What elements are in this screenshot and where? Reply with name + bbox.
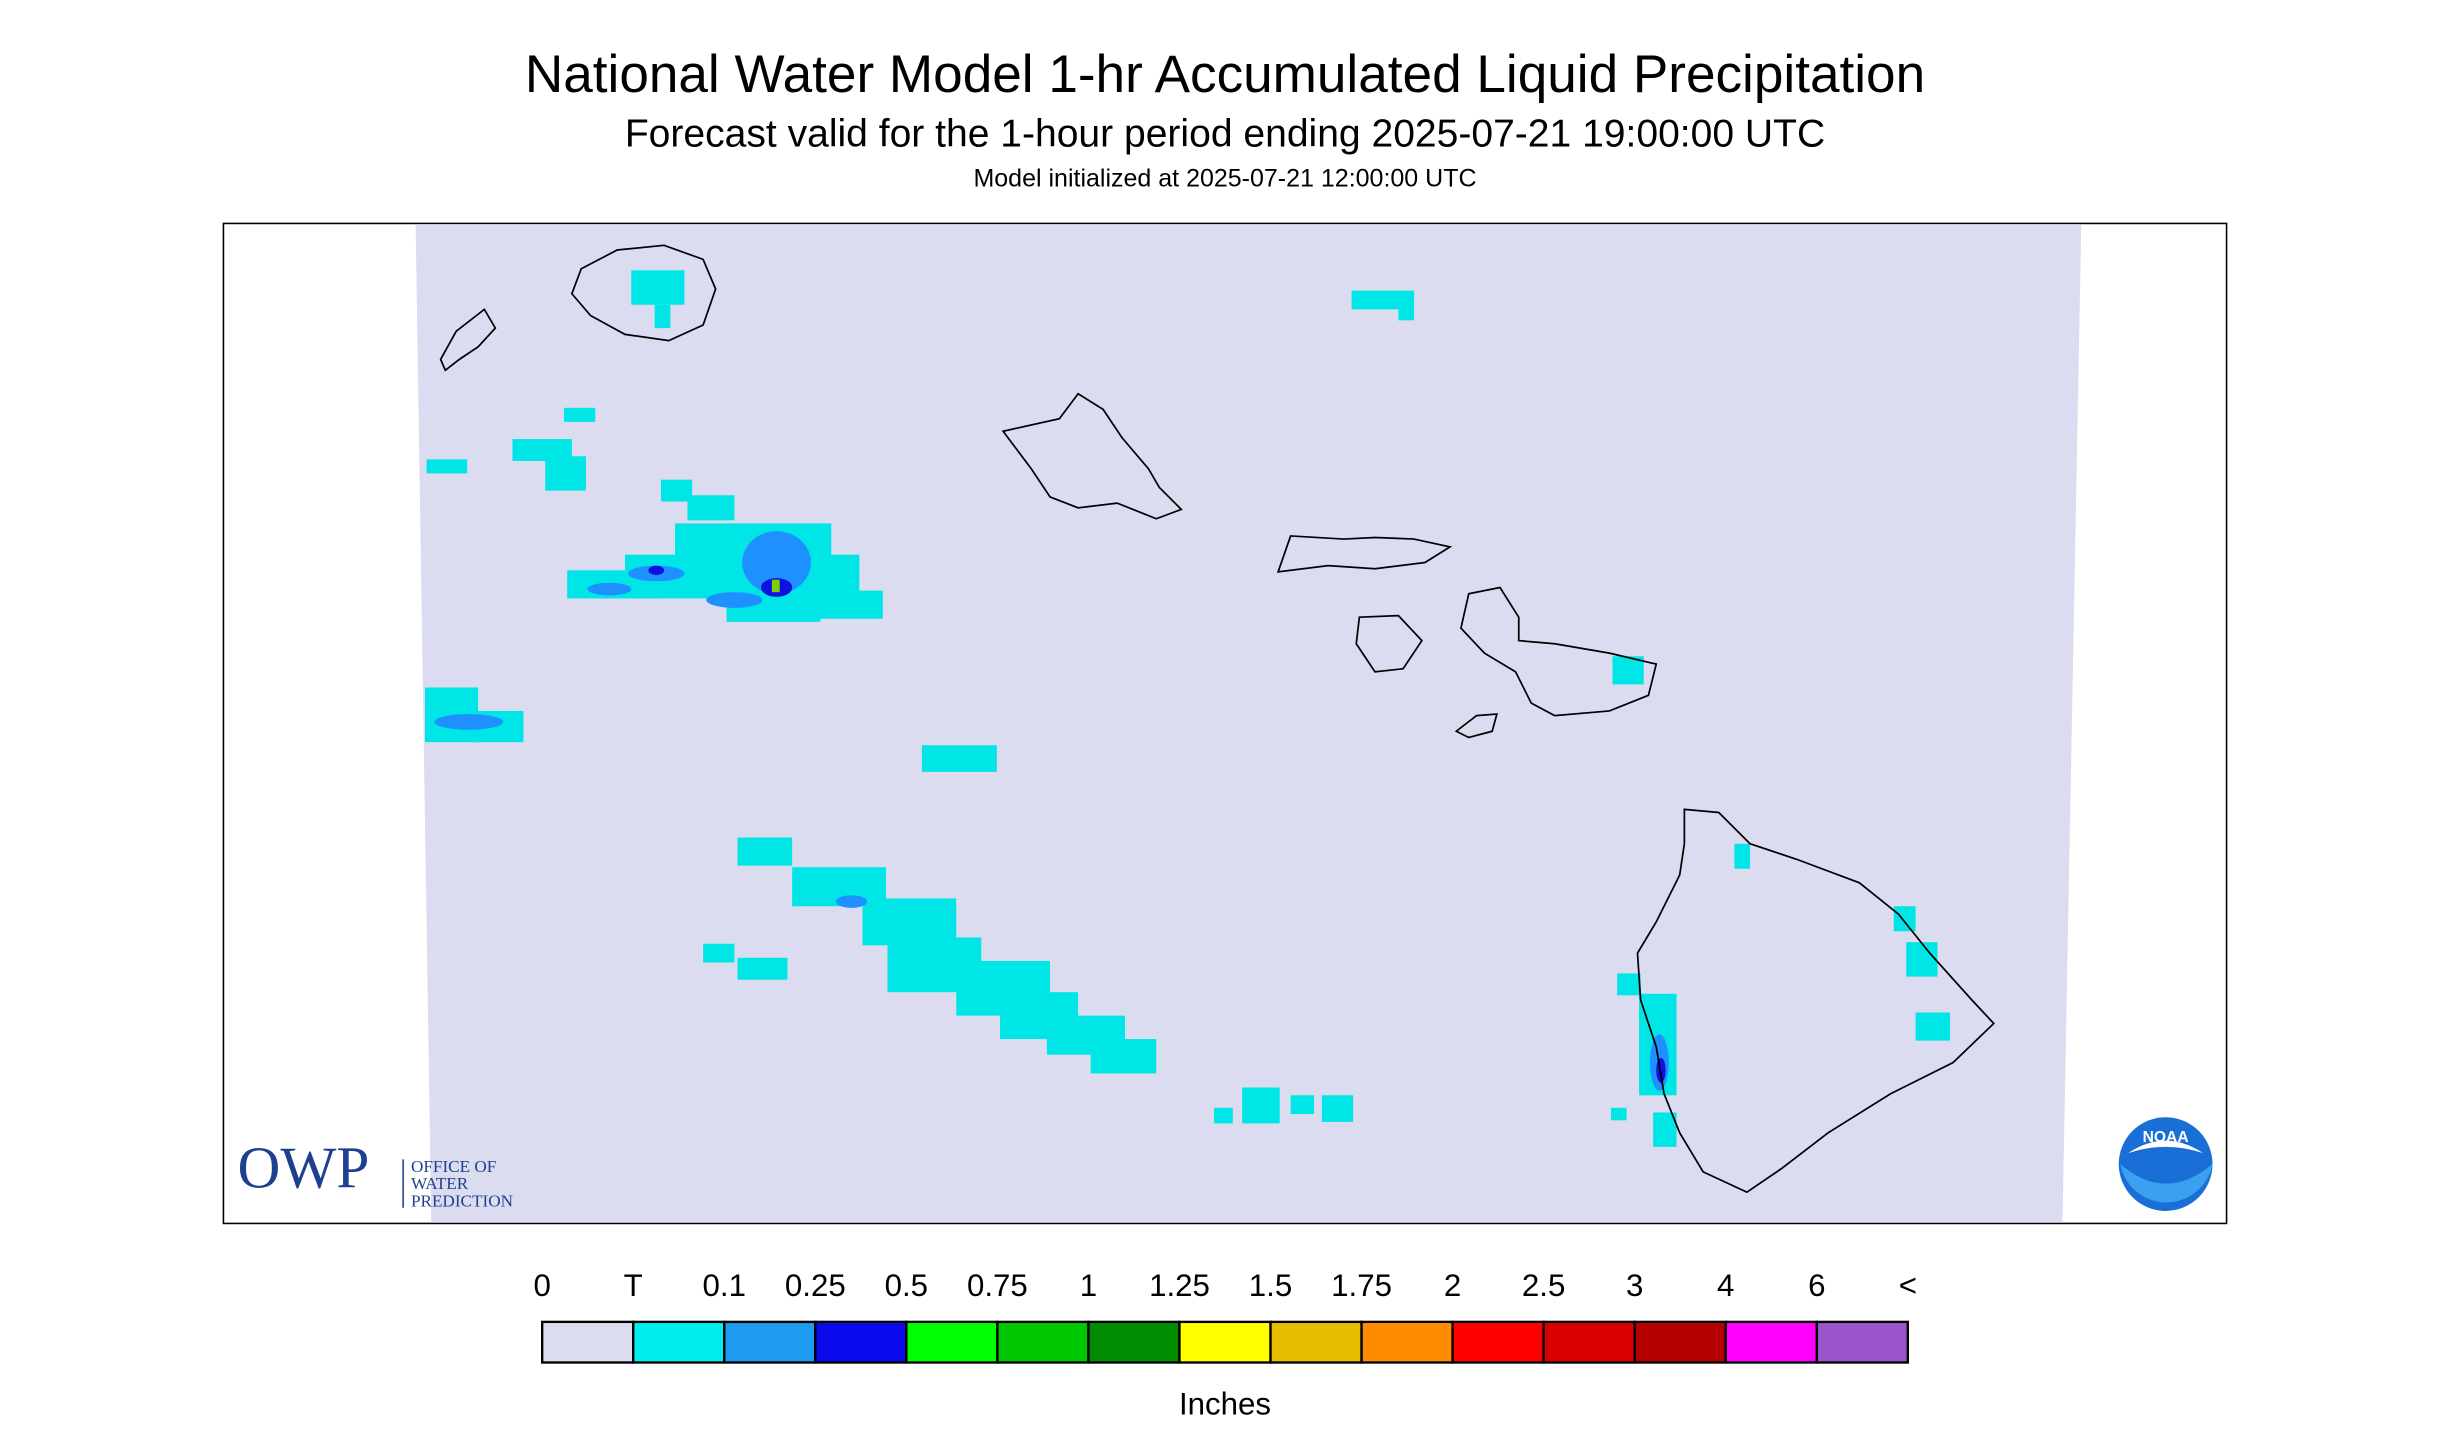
colorbar-label: 2 — [1444, 1268, 1461, 1303]
colorbar-label: 3 — [1626, 1268, 1643, 1303]
owp-line: PREDICTION — [411, 1191, 513, 1210]
colorbar: Inches 0 T 0.1 0.25 0.5 0.75 1 1.25 1.5 1.75 2 2.5 3… — [533, 1268, 1916, 1422]
colorbar-unit: Inches — [1179, 1387, 1271, 1422]
colorbar-swatch — [1178, 1320, 1272, 1364]
colorbar-swatch — [1269, 1320, 1363, 1364]
colorbar-label: 0.1 — [703, 1268, 746, 1303]
colorbar-swatch — [1451, 1320, 1545, 1364]
owp-line: OFFICE OF — [411, 1157, 496, 1176]
colorbar-label: 0.25 — [785, 1268, 846, 1303]
init-time: Model initialized at 2025-07-21 12:00:00… — [973, 164, 1476, 192]
map: OWP OFFICE OF WATER PREDICTION NOAA — [222, 222, 2228, 1225]
colorbar-swatch — [1087, 1320, 1181, 1364]
colorbar-swatch — [632, 1320, 726, 1364]
colorbar-label: 1.5 — [1249, 1268, 1292, 1303]
colorbar-swatch — [723, 1320, 817, 1364]
precip-patches — [425, 270, 1950, 1147]
owp-logo: OWP OFFICE OF WATER PREDICTION — [238, 1135, 514, 1211]
colorbar-swatch — [996, 1320, 1090, 1364]
colorbar-label: 6 — [1808, 1268, 1825, 1303]
colorbar-label: 0.75 — [967, 1268, 1028, 1303]
colorbar-label: < — [1899, 1268, 1917, 1303]
colorbar-swatch — [1633, 1320, 1727, 1364]
noaa-text: NOAA — [2143, 1129, 2189, 1146]
colorbar-swatch — [905, 1320, 999, 1364]
colorbar-swatch — [1542, 1320, 1636, 1364]
colorbar-label: 4 — [1717, 1268, 1734, 1303]
colorbar-swatch — [814, 1320, 908, 1364]
noaa-logo: NOAA — [2118, 1117, 2213, 1211]
colorbar-swatch — [1815, 1320, 1909, 1364]
subtitle: Forecast valid for the 1-hour period end… — [625, 112, 1825, 155]
title: National Water Model 1-hr Accumulated Li… — [525, 45, 1925, 104]
colorbar-label: 1.25 — [1149, 1268, 1210, 1303]
owp-acronym: OWP — [238, 1135, 370, 1201]
owp-line: WATER — [411, 1174, 469, 1193]
colorbar-label: 2.5 — [1522, 1268, 1565, 1303]
colorbar-label: 0.5 — [885, 1268, 928, 1303]
coastlines — [439, 244, 1995, 1194]
model-domain — [415, 225, 2082, 1222]
colorbar-label: 1 — [1080, 1268, 1097, 1303]
colorbar-swatch — [541, 1320, 635, 1364]
colorbar-swatch — [1724, 1320, 1818, 1364]
colorbar-label: 0 — [533, 1268, 550, 1303]
colorbar-label: 1.75 — [1331, 1268, 1392, 1303]
colorbar-label: T — [624, 1268, 643, 1303]
colorbar-swatch — [1360, 1320, 1454, 1364]
